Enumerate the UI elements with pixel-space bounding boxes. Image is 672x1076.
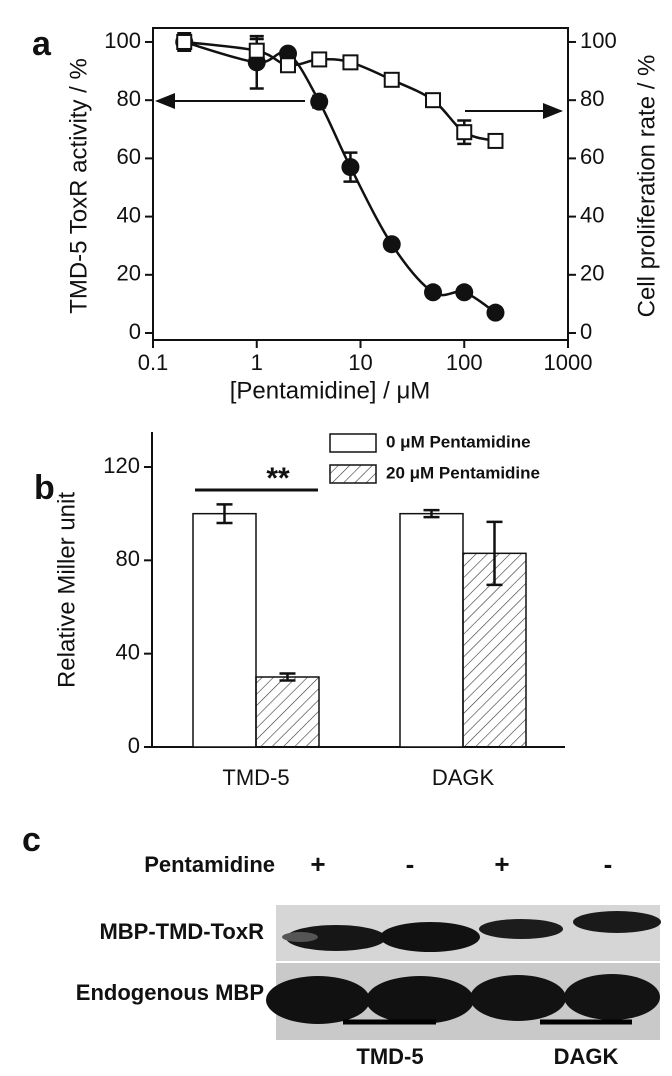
- y-tick-label: 0: [128, 733, 140, 758]
- error-bar: [486, 520, 503, 587]
- bar: [255, 676, 320, 748]
- panel-label: c: [22, 821, 41, 859]
- x-tick-label: 10: [348, 350, 372, 375]
- error-bar: [423, 508, 440, 519]
- fit-line: [183, 40, 497, 314]
- point: [456, 124, 473, 141]
- lane-label: -: [406, 849, 415, 879]
- y2-tick-label: 40: [580, 202, 604, 227]
- lane-label: -: [604, 849, 613, 879]
- point: [425, 92, 442, 109]
- panel-label: a: [32, 25, 52, 63]
- y-tick-label: 40: [116, 639, 140, 664]
- y2-tick-label: 20: [580, 261, 604, 286]
- point: [342, 54, 359, 71]
- y2-tick-label: 80: [580, 86, 604, 111]
- group-label: DAGK: [554, 1044, 619, 1069]
- point: [383, 71, 400, 88]
- x-tick-label: 0.1: [138, 350, 169, 375]
- point: [487, 132, 504, 149]
- x-axis-title: [Pentamidine] / μM: [230, 377, 431, 404]
- y2-tick-label: 0: [580, 319, 592, 344]
- y-tick-label: 20: [117, 261, 141, 286]
- y-tick-label: 40: [117, 202, 141, 227]
- bar: [192, 512, 257, 748]
- point: [455, 283, 474, 302]
- lane-label: +: [310, 849, 325, 879]
- point: [486, 303, 505, 322]
- legend-swatch: [329, 433, 377, 453]
- significance: **: [266, 462, 290, 495]
- point: [176, 33, 193, 50]
- legend-label: 0 μM Pentamidine: [386, 432, 531, 451]
- y-tick-label: 60: [117, 144, 141, 169]
- y2-tick-label: 100: [580, 28, 617, 53]
- point: [311, 51, 328, 68]
- legend-label: 20 μM Pentamidine: [386, 463, 540, 482]
- blot-image: [266, 905, 661, 1040]
- row-label: Endogenous MBP: [76, 980, 264, 1005]
- y-tick-label: 80: [116, 546, 140, 571]
- y-tick-label: 80: [117, 86, 141, 111]
- y-tick-label: 120: [103, 453, 140, 478]
- error-bar: [279, 672, 296, 682]
- lane-label: +: [494, 849, 509, 879]
- point: [424, 283, 443, 302]
- x-tick-label: TMD-5: [222, 765, 289, 790]
- point: [341, 158, 360, 177]
- treatment-label: Pentamidine: [144, 852, 275, 877]
- y2-tick-label: 60: [580, 144, 604, 169]
- point: [310, 92, 329, 111]
- legend-swatch: [329, 464, 377, 484]
- y-tick-label: 100: [104, 28, 141, 53]
- bar: [399, 512, 464, 748]
- y-axis-title: Relative Miller unit: [53, 492, 80, 688]
- row-label: MBP-TMD-ToxR: [99, 919, 264, 944]
- y-tick-label: 0: [129, 319, 141, 344]
- x-tick-label: DAGK: [432, 765, 495, 790]
- point: [248, 42, 265, 59]
- panel-label: b: [34, 469, 55, 507]
- error-bar: [216, 503, 233, 525]
- point: [382, 235, 401, 254]
- point: [279, 57, 296, 74]
- plot-frame: [152, 27, 569, 341]
- group-label: TMD-5: [356, 1044, 423, 1069]
- y-axis-title: TMD-5 ToxR activity / %: [65, 58, 92, 314]
- x-tick-label: 1000: [544, 350, 593, 375]
- x-tick-label: 1: [251, 350, 263, 375]
- x-tick-label: 100: [446, 350, 483, 375]
- y2-axis-title: Cell proliferation rate / %: [633, 55, 660, 318]
